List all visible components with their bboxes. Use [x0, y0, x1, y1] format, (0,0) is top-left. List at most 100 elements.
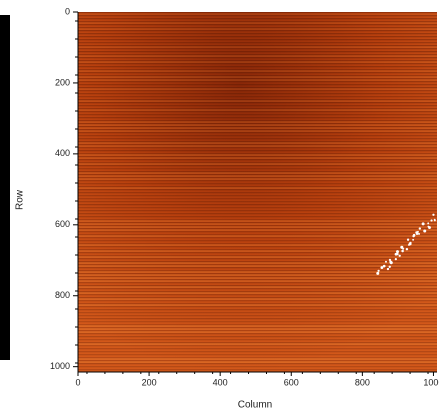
stripe: [78, 54, 437, 56]
stripe-light: [78, 163, 437, 165]
stripe: [78, 60, 437, 62]
stripe: [78, 267, 437, 269]
stripe: [78, 327, 437, 329]
stripe: [78, 246, 437, 248]
side-bar: [0, 15, 10, 360]
stripe: [78, 177, 437, 179]
stripe: [78, 180, 437, 182]
stripe: [78, 111, 437, 113]
stripe: [78, 348, 437, 350]
stripe: [78, 135, 437, 137]
stripe-light: [78, 256, 437, 258]
stripe: [78, 120, 437, 122]
stripe: [78, 57, 437, 59]
stripe-light: [78, 274, 437, 276]
stripe: [78, 234, 437, 236]
stripe: [78, 336, 437, 338]
stripe-light: [78, 358, 437, 360]
stripe: [78, 357, 437, 359]
stripe: [78, 24, 437, 26]
stripe-light: [78, 88, 437, 90]
stripe-light: [78, 280, 437, 282]
stripe: [78, 129, 437, 131]
stripe-light: [78, 304, 437, 306]
speckle: [386, 267, 390, 271]
stripe: [78, 195, 437, 197]
stripe: [78, 315, 437, 317]
heatmap-background: [78, 12, 437, 372]
x-tick-label: 400: [213, 377, 228, 387]
stripe-light: [78, 250, 437, 252]
stripe: [78, 153, 437, 155]
stripe: [78, 222, 437, 224]
speckle: [384, 260, 387, 263]
stripe: [78, 189, 437, 191]
stripe: [78, 252, 437, 254]
stripe-light: [78, 76, 437, 78]
stripe: [78, 351, 437, 353]
stripe: [78, 75, 437, 77]
stripe: [78, 249, 437, 251]
stripe: [78, 150, 437, 152]
stripe-light: [78, 286, 437, 288]
stripe-light: [78, 157, 437, 159]
y-tick-label: 0: [65, 6, 70, 16]
speckle: [398, 254, 401, 257]
y-axis-title: Row: [15, 189, 26, 210]
x-tick-label: 0: [75, 377, 80, 387]
stripe: [78, 321, 437, 323]
stripe-light: [78, 22, 437, 24]
speckle: [433, 218, 436, 221]
stripe-light: [78, 154, 437, 156]
stripe: [78, 318, 437, 320]
stripe: [78, 99, 437, 101]
stripe: [78, 108, 437, 110]
stripe: [78, 216, 437, 218]
stripe: [78, 330, 437, 332]
stripe: [78, 162, 437, 164]
stripe: [78, 45, 437, 47]
stripe-light: [78, 328, 437, 330]
stripe-light: [78, 61, 437, 63]
stripe: [78, 210, 437, 212]
stripe: [78, 324, 437, 326]
stripe: [78, 72, 437, 74]
stripe: [78, 18, 437, 20]
stripe-light: [78, 244, 437, 246]
stripe-light: [78, 79, 437, 81]
stripe: [78, 219, 437, 221]
stripe: [78, 138, 437, 140]
x-tick-label: 600: [284, 377, 299, 387]
stripe-light: [78, 100, 437, 102]
stripe: [78, 303, 437, 305]
stripe: [78, 78, 437, 80]
stripe: [78, 174, 437, 176]
stripe: [78, 36, 437, 38]
stripe-light: [78, 142, 437, 144]
stripe: [78, 141, 437, 143]
stripe: [78, 201, 437, 203]
stripe: [78, 105, 437, 107]
speckle: [418, 232, 421, 235]
stripe-light: [78, 46, 437, 48]
stripe-light: [78, 130, 437, 132]
heatmap-image: [78, 12, 437, 372]
speckle: [430, 219, 433, 222]
stripe: [78, 63, 437, 65]
stripe-light: [78, 13, 437, 15]
stripe-light: [78, 109, 437, 111]
x-tick-label: 200: [142, 377, 157, 387]
stripe: [78, 102, 437, 104]
stripe: [78, 165, 437, 167]
stripe: [78, 360, 437, 362]
stripe: [78, 261, 437, 263]
stripe: [78, 48, 437, 50]
stripe: [78, 312, 437, 314]
stripe-light: [78, 187, 437, 189]
stripe: [78, 309, 437, 311]
stripe-light: [78, 223, 437, 225]
y-tick-label: 400: [55, 148, 70, 158]
speckle: [380, 266, 384, 269]
speckle: [388, 258, 392, 261]
